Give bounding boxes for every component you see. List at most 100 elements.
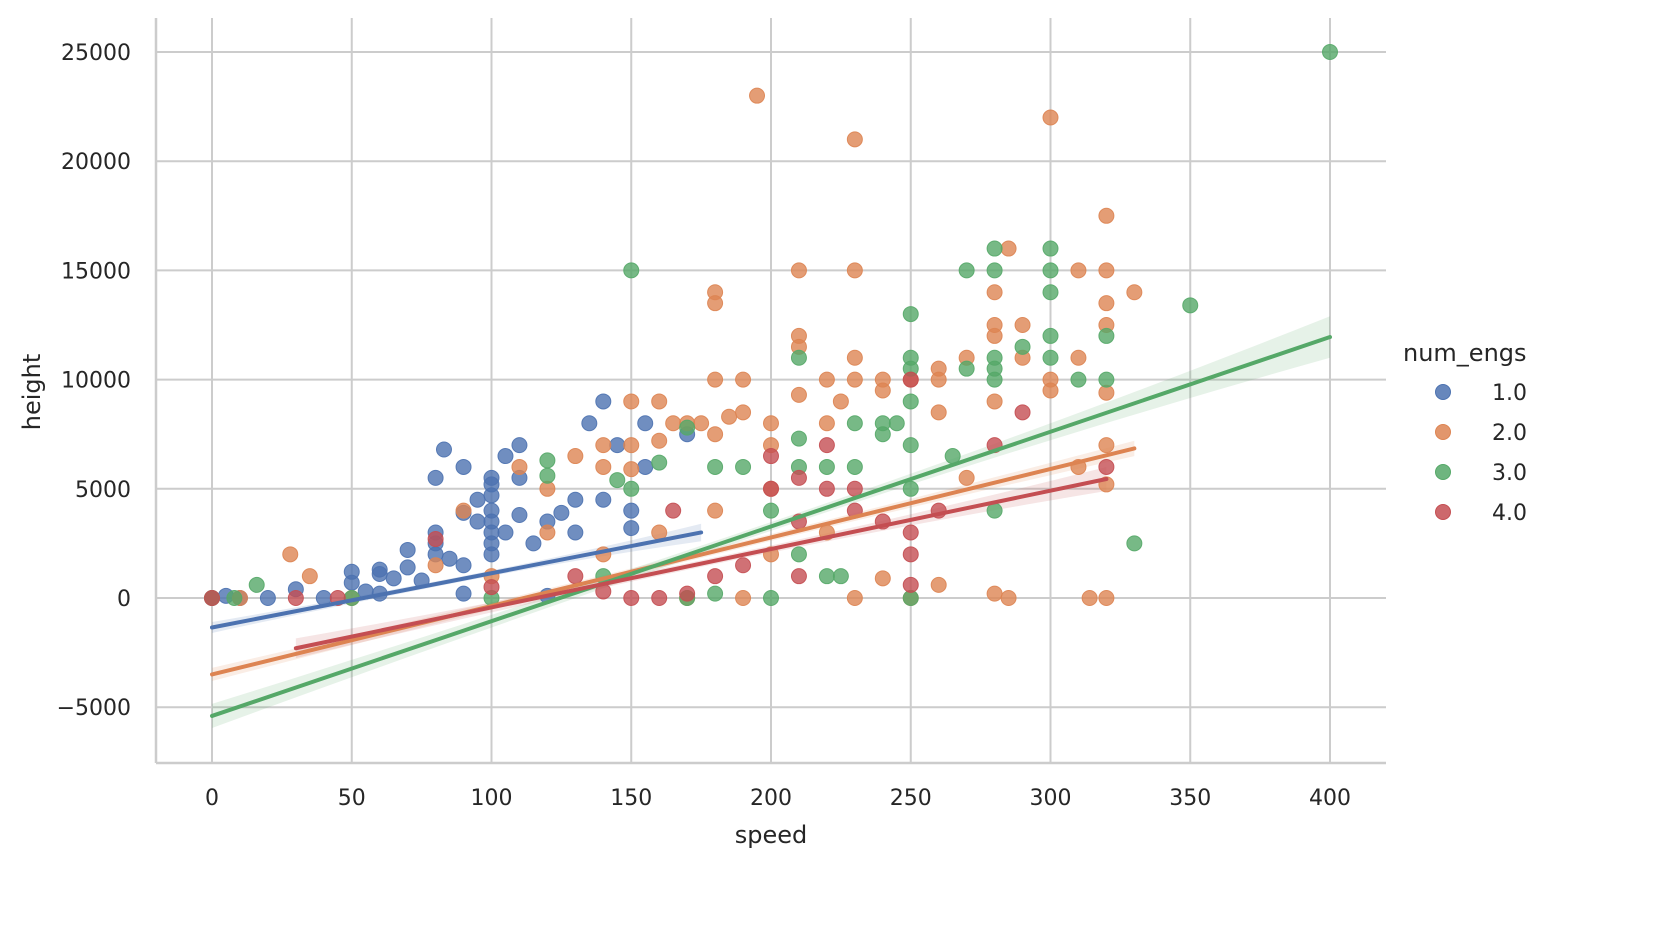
data-point-3.0: [818, 458, 835, 475]
data-point-2.0: [1070, 262, 1087, 279]
data-point-1.0: [623, 502, 640, 519]
data-point-2.0: [790, 386, 807, 403]
data-point-2.0: [986, 393, 1003, 410]
x-tick-label: 300: [1030, 786, 1072, 811]
legend-title: num_engs: [1403, 339, 1527, 367]
data-point-4.0: [790, 568, 807, 585]
data-point-2.0: [1042, 109, 1059, 126]
data-point-3.0: [735, 458, 752, 475]
data-point-2.0: [1098, 295, 1115, 312]
y-tick-label: −5000: [57, 696, 131, 721]
data-point-2.0: [846, 590, 863, 606]
data-point-3.0: [679, 419, 696, 436]
data-point-4.0: [707, 568, 724, 585]
data-point-3.0: [790, 546, 807, 563]
data-point-4.0: [902, 546, 919, 563]
data-point-1.0: [483, 546, 500, 563]
x-tick-label: 0: [205, 786, 219, 811]
data-point-2.0: [930, 371, 947, 388]
data-point-2.0: [1098, 262, 1115, 279]
data-point-1.0: [595, 393, 612, 410]
data-point-3.0: [1042, 284, 1059, 301]
data-point-2.0: [1098, 590, 1115, 606]
data-point-3.0: [623, 262, 640, 279]
legend-label: 4.0: [1492, 501, 1527, 526]
data-point-3.0: [609, 472, 626, 489]
data-point-3.0: [1042, 240, 1059, 257]
data-point-3.0: [1014, 338, 1031, 355]
data-point-3.0: [874, 426, 891, 443]
data-point-3.0: [902, 306, 919, 323]
data-point-1.0: [399, 541, 416, 558]
regression-line-4.0: [293, 477, 1109, 651]
data-point-4.0: [763, 448, 779, 465]
data-point-2.0: [301, 568, 318, 585]
data-point-3.0: [902, 437, 919, 454]
regression-line-1.0: [210, 530, 704, 630]
data-point-2.0: [707, 371, 724, 388]
data-point-2.0: [846, 131, 863, 148]
y-tick-label: 0: [117, 587, 131, 612]
data-point-2.0: [986, 327, 1003, 344]
data-point-3.0: [958, 262, 975, 279]
data-point-4.0: [287, 590, 304, 606]
data-point-2.0: [818, 415, 835, 432]
data-point-2.0: [595, 437, 612, 454]
data-point-1.0: [427, 469, 444, 486]
data-point-4.0: [790, 469, 807, 486]
data-point-3.0: [1042, 262, 1059, 279]
data-point-4.0: [846, 480, 863, 497]
x-tick-label: 250: [890, 786, 932, 811]
data-point-3.0: [790, 349, 807, 366]
data-point-2.0: [1014, 317, 1031, 333]
data-point-2.0: [455, 502, 472, 519]
data-point-2.0: [707, 502, 724, 519]
data-point-4.0: [763, 480, 779, 497]
data-point-2.0: [986, 284, 1003, 301]
y-tick-label: 10000: [61, 369, 131, 394]
data-point-1.0: [343, 574, 360, 591]
data-point-4.0: [902, 524, 919, 541]
data-point-2.0: [735, 590, 752, 606]
data-point-2.0: [567, 448, 584, 465]
data-point-4.0: [204, 590, 220, 606]
x-tick-label: 350: [1169, 786, 1211, 811]
data-point-1.0: [455, 458, 472, 475]
data-point-1.0: [497, 524, 514, 541]
data-point-2.0: [763, 415, 779, 432]
data-point-3.0: [651, 454, 668, 471]
data-point-4.0: [427, 531, 444, 548]
data-point-2.0: [707, 426, 724, 443]
data-point-1.0: [455, 557, 472, 574]
data-point-4.0: [902, 576, 919, 593]
data-point-2.0: [930, 404, 947, 421]
data-point-1.0: [637, 415, 654, 432]
data-point-3.0: [1070, 371, 1087, 388]
data-point-2.0: [623, 437, 640, 454]
data-point-3.0: [902, 480, 919, 497]
data-point-4.0: [818, 480, 835, 497]
data-point-1.0: [497, 448, 514, 465]
legend: num_engs 1.0 2.0 3.0 4.0: [1403, 339, 1527, 526]
data-point-3.0: [763, 590, 779, 606]
data-point-2.0: [958, 469, 975, 486]
data-point-1.0: [567, 491, 584, 508]
data-point-2.0: [749, 87, 766, 104]
data-point-3.0: [1042, 349, 1059, 366]
x-tick-label: 200: [750, 786, 792, 811]
data-point-1.0: [567, 524, 584, 541]
data-point-2.0: [1098, 437, 1115, 454]
data-point-3.0: [1098, 371, 1115, 388]
data-point-1.0: [623, 520, 640, 537]
data-point-2.0: [595, 458, 612, 475]
data-point-2.0: [790, 262, 807, 279]
y-tick-label: 20000: [61, 150, 131, 175]
data-point-2.0: [735, 404, 752, 421]
data-point-4.0: [567, 568, 584, 585]
data-point-2.0: [282, 546, 299, 563]
data-point-1.0: [469, 513, 486, 530]
data-point-2.0: [721, 408, 738, 425]
y-tick-label: 15000: [61, 259, 131, 284]
data-point-3.0: [707, 585, 724, 602]
